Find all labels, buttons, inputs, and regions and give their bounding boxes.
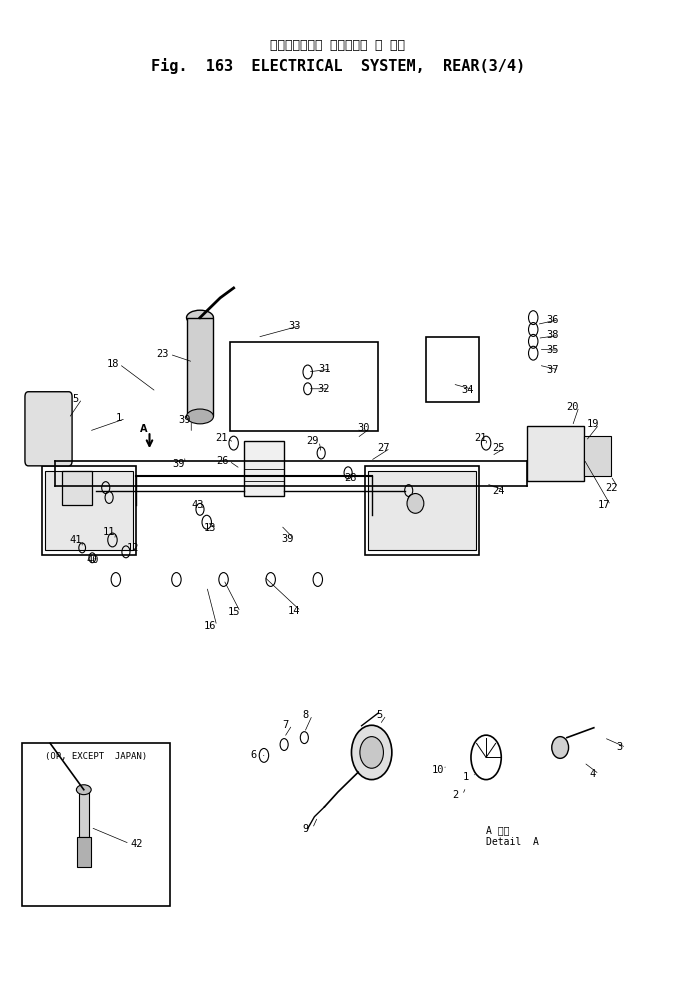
FancyBboxPatch shape xyxy=(25,391,72,466)
Text: 21: 21 xyxy=(215,433,228,443)
Ellipse shape xyxy=(187,409,214,424)
Bar xyxy=(365,466,479,555)
Text: 39: 39 xyxy=(281,534,294,544)
Text: 34: 34 xyxy=(461,385,473,394)
Bar xyxy=(368,471,476,550)
Text: 33: 33 xyxy=(288,320,301,331)
Text: 11: 11 xyxy=(103,527,116,537)
Bar xyxy=(187,318,214,416)
Text: 22: 22 xyxy=(605,483,618,493)
Text: A: A xyxy=(141,424,148,434)
Text: 17: 17 xyxy=(598,500,610,510)
Bar xyxy=(42,466,136,555)
Text: 1: 1 xyxy=(463,772,469,782)
Text: 2: 2 xyxy=(453,790,459,800)
Text: 3: 3 xyxy=(617,742,623,752)
Ellipse shape xyxy=(187,310,214,325)
Text: 5: 5 xyxy=(72,393,78,403)
Bar xyxy=(77,837,91,867)
Ellipse shape xyxy=(552,736,569,758)
Text: 19: 19 xyxy=(586,419,599,429)
Text: 13: 13 xyxy=(204,523,216,533)
Bar xyxy=(79,788,89,837)
Text: A 詳細
Detail  A: A 詳細 Detail A xyxy=(486,826,539,847)
Bar xyxy=(62,471,92,505)
Text: 4: 4 xyxy=(589,769,596,779)
Text: 27: 27 xyxy=(377,443,390,453)
Text: 38: 38 xyxy=(546,330,558,340)
Bar xyxy=(231,342,379,431)
Text: 18: 18 xyxy=(106,359,119,369)
Text: 10: 10 xyxy=(431,765,444,775)
Text: 35: 35 xyxy=(546,345,558,355)
Text: 12: 12 xyxy=(126,543,139,553)
Text: 37: 37 xyxy=(546,365,558,375)
Text: 14: 14 xyxy=(288,606,301,616)
Text: 6: 6 xyxy=(251,750,257,760)
Bar xyxy=(527,426,584,481)
Text: 43: 43 xyxy=(192,500,204,510)
Text: 32: 32 xyxy=(317,384,329,393)
Ellipse shape xyxy=(352,725,392,780)
Text: 24: 24 xyxy=(492,486,504,496)
Bar xyxy=(22,742,170,906)
Text: 20: 20 xyxy=(566,401,579,411)
Text: 23: 23 xyxy=(157,349,169,359)
Text: (OP, EXCEPT  JAPAN): (OP, EXCEPT JAPAN) xyxy=(45,752,147,761)
Text: 30: 30 xyxy=(358,423,370,433)
Text: 16: 16 xyxy=(204,621,216,631)
Bar xyxy=(425,337,479,401)
Ellipse shape xyxy=(76,785,91,795)
Text: 28: 28 xyxy=(344,473,356,483)
Text: 39: 39 xyxy=(172,459,185,469)
Text: 26: 26 xyxy=(216,456,228,466)
Text: 39: 39 xyxy=(178,415,191,425)
Ellipse shape xyxy=(407,494,424,513)
Text: 8: 8 xyxy=(303,710,309,719)
Text: 41: 41 xyxy=(69,535,82,545)
Text: 5: 5 xyxy=(377,710,383,719)
Text: 7: 7 xyxy=(283,719,289,729)
Text: 40: 40 xyxy=(86,555,99,565)
Bar xyxy=(45,471,132,550)
Ellipse shape xyxy=(360,736,383,768)
Text: 15: 15 xyxy=(227,607,240,617)
Text: 42: 42 xyxy=(131,838,143,848)
Text: 29: 29 xyxy=(306,436,318,446)
Text: 36: 36 xyxy=(546,314,558,325)
Text: 1: 1 xyxy=(116,413,122,423)
Bar xyxy=(244,441,284,496)
Text: 9: 9 xyxy=(303,824,309,833)
Text: 21: 21 xyxy=(475,433,487,443)
Text: 31: 31 xyxy=(318,364,331,374)
Text: 25: 25 xyxy=(492,443,504,453)
Text: Fig.  163  ELECTRICAL  SYSTEM,  REAR(3/4): Fig. 163 ELECTRICAL SYSTEM, REAR(3/4) xyxy=(151,57,525,73)
Bar xyxy=(584,436,610,476)
Text: エレクトリカル システム， リ ヤー: エレクトリカル システム， リ ヤー xyxy=(270,40,406,53)
